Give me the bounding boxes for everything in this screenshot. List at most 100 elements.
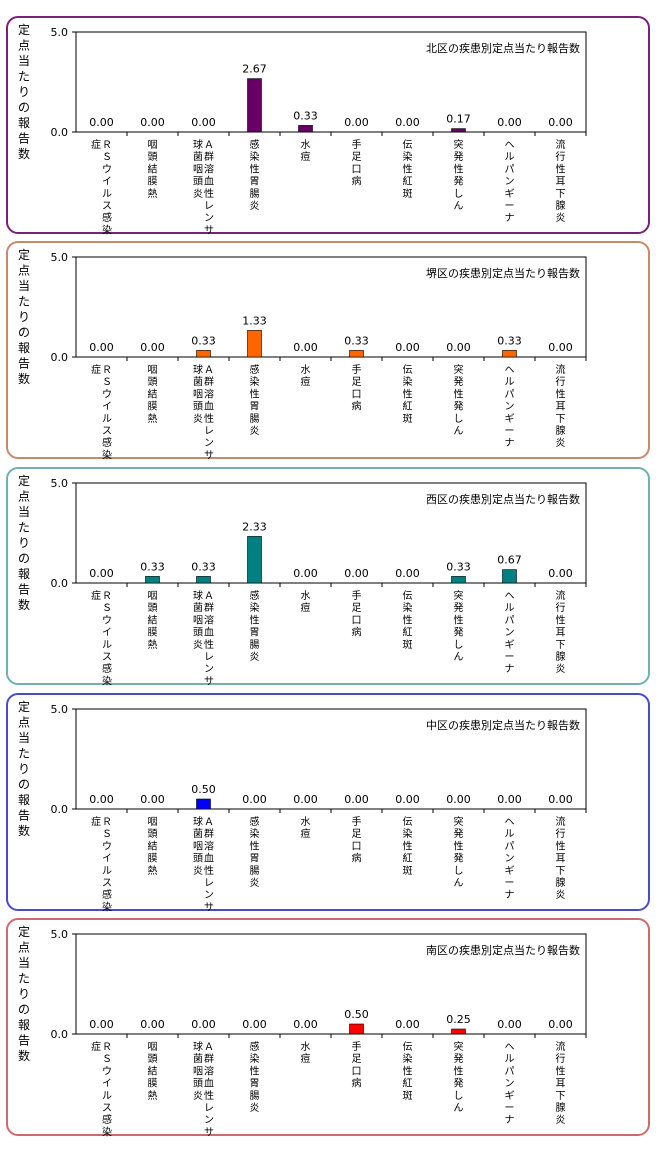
category-label: ＲＳウイルス感染症 bbox=[91, 1040, 112, 1138]
bar-chart: 定点当たりの報告数 0.0 5.0 北区の疾患別定点当たり報告数 0.00 ＲＳウイルス感… bbox=[18, 22, 587, 236]
y-tick-label: 0.0 bbox=[51, 126, 69, 139]
value-label: 0.00 bbox=[446, 793, 471, 806]
value-label: 0.00 bbox=[89, 116, 114, 129]
chart-title: 堺区の疾患別定点当たり報告数 bbox=[426, 266, 580, 280]
value-label: 0.00 bbox=[395, 567, 420, 580]
category-label: 突発性発しん bbox=[454, 363, 464, 437]
category-label: 手足口病 bbox=[352, 138, 362, 188]
category-label: 咽頭結膜熱 bbox=[148, 139, 158, 200]
category-label: 咽頭結膜熱 bbox=[148, 1041, 158, 1102]
y-axis-label: 定点当たりの報告数 bbox=[18, 699, 30, 838]
value-label: 0.00 bbox=[89, 341, 114, 354]
bar bbox=[502, 569, 517, 584]
category-label: ＲＳウイルス感染症 bbox=[91, 815, 112, 913]
plot-area bbox=[75, 933, 587, 1035]
plot-area bbox=[75, 256, 587, 358]
category-label: 咽頭結膜熱 bbox=[148, 816, 158, 877]
chart-title: 西区の疾患別定点当たり報告数 bbox=[426, 492, 580, 506]
y-tick-label: 0.0 bbox=[51, 803, 69, 816]
y-tick-label: 5.0 bbox=[51, 703, 69, 716]
category-label: 水痘 bbox=[301, 139, 311, 163]
bar bbox=[247, 330, 262, 358]
category-label: 咽頭結膜熱 bbox=[148, 590, 158, 651]
value-label: 2.67 bbox=[242, 63, 267, 76]
value-label: 0.25 bbox=[446, 1013, 471, 1026]
bar-chart: 定点当たりの報告数 0.0 5.0 中区の疾患別定点当たり報告数 0.00 ＲＳウイルス感… bbox=[18, 699, 587, 913]
category-label: Ａ群溶血性レンサ球菌咽頭炎 bbox=[193, 363, 214, 461]
bar bbox=[349, 350, 364, 358]
category-label: ヘルパンギーナ bbox=[505, 591, 515, 675]
category-label: ヘルパンギーナ bbox=[505, 817, 515, 901]
category-label: 流行性耳下腺炎 bbox=[556, 138, 566, 224]
value-label: 0.00 bbox=[140, 793, 165, 806]
category-label: 手足口病 bbox=[352, 1040, 362, 1090]
value-label: 0.00 bbox=[548, 1018, 573, 1031]
category-label: Ａ群溶血性レンサ球菌咽頭炎 bbox=[193, 815, 214, 913]
plot-area bbox=[75, 31, 587, 133]
category-label: 伝染性紅斑 bbox=[403, 139, 413, 200]
bar bbox=[502, 350, 517, 358]
chart-title: 中区の疾患別定点当たり報告数 bbox=[426, 718, 580, 732]
category-label: 感染性胃腸炎 bbox=[250, 589, 260, 663]
y-tick-label: 5.0 bbox=[51, 26, 69, 39]
bar-chart: 定点当たりの報告数 0.0 5.0 堺区の疾患別定点当たり報告数 0.00 ＲＳウイルス感… bbox=[18, 247, 587, 461]
category-label: Ａ群溶血性レンサ球菌咽頭炎 bbox=[193, 589, 214, 687]
category-label: 水痘 bbox=[301, 364, 311, 388]
category-label: ヘルパンギーナ bbox=[505, 1042, 515, 1126]
category-label: 伝染性紅斑 bbox=[403, 590, 413, 651]
bar bbox=[196, 576, 211, 584]
bar bbox=[196, 350, 211, 358]
category-label: 感染性胃腸炎 bbox=[250, 138, 260, 212]
bar bbox=[451, 1028, 466, 1035]
category-label: 伝染性紅斑 bbox=[403, 1041, 413, 1102]
value-label: 0.00 bbox=[395, 341, 420, 354]
value-label: 0.00 bbox=[548, 116, 573, 129]
value-label: 0.33 bbox=[344, 334, 369, 347]
value-label: 0.00 bbox=[446, 341, 471, 354]
chart-title: 南区の疾患別定点当たり報告数 bbox=[426, 943, 580, 957]
category-label: 手足口病 bbox=[352, 815, 362, 865]
value-label: 0.00 bbox=[344, 567, 369, 580]
value-label: 0.00 bbox=[191, 1018, 216, 1031]
category-label: ＲＳウイルス感染症 bbox=[91, 363, 112, 461]
value-label: 0.00 bbox=[242, 793, 267, 806]
category-label: Ａ群溶血性レンサ球菌咽頭炎 bbox=[193, 138, 214, 236]
category-label: 水痘 bbox=[301, 816, 311, 840]
value-label: 0.33 bbox=[191, 560, 216, 573]
plot-area bbox=[75, 708, 587, 810]
y-axis-label: 定点当たりの報告数 bbox=[18, 473, 30, 612]
value-label: 0.00 bbox=[89, 567, 114, 580]
value-label: 0.00 bbox=[344, 793, 369, 806]
y-tick-label: 5.0 bbox=[51, 251, 69, 264]
bar-chart: 定点当たりの報告数 0.0 5.0 南区の疾患別定点当たり報告数 0.00 ＲＳウイルス感… bbox=[18, 924, 587, 1138]
category-label: Ａ群溶血性レンサ球菌咽頭炎 bbox=[193, 1040, 214, 1138]
value-label: 0.00 bbox=[140, 116, 165, 129]
category-label: 感染性胃腸炎 bbox=[250, 815, 260, 889]
chart-title: 北区の疾患別定点当たり報告数 bbox=[426, 41, 580, 55]
value-label: 0.00 bbox=[89, 793, 114, 806]
value-label: 0.00 bbox=[395, 793, 420, 806]
y-tick-label: 0.0 bbox=[51, 1028, 69, 1041]
value-label: 0.00 bbox=[293, 793, 318, 806]
category-label: 感染性胃腸炎 bbox=[250, 1040, 260, 1114]
value-label: 0.00 bbox=[548, 341, 573, 354]
value-label: 2.33 bbox=[242, 520, 267, 533]
y-axis-label: 定点当たりの報告数 bbox=[18, 22, 30, 161]
category-label: 水痘 bbox=[301, 590, 311, 614]
value-label: 0.17 bbox=[446, 113, 471, 126]
category-label: 水痘 bbox=[301, 1041, 311, 1065]
value-label: 0.33 bbox=[140, 560, 165, 573]
chart-panel-nishi: 定点当たりの報告数 0.0 5.0 西区の疾患別定点当たり報告数 0.00 ＲＳウイルス感… bbox=[6, 467, 650, 687]
bar bbox=[145, 576, 160, 584]
chart-panel-minami: 定点当たりの報告数 0.0 5.0 南区の疾患別定点当たり報告数 0.00 ＲＳウイルス感… bbox=[6, 918, 650, 1138]
y-tick-label: 5.0 bbox=[51, 477, 69, 490]
category-label: 突発性発しん bbox=[454, 1040, 464, 1114]
value-label: 0.00 bbox=[293, 567, 318, 580]
value-label: 0.00 bbox=[293, 1018, 318, 1031]
y-tick-label: 0.0 bbox=[51, 351, 69, 364]
value-label: 0.00 bbox=[395, 116, 420, 129]
category-label: ヘルパンギーナ bbox=[505, 140, 515, 224]
category-label: ヘルパンギーナ bbox=[505, 365, 515, 449]
bar bbox=[349, 1023, 364, 1035]
value-label: 1.33 bbox=[242, 314, 267, 327]
